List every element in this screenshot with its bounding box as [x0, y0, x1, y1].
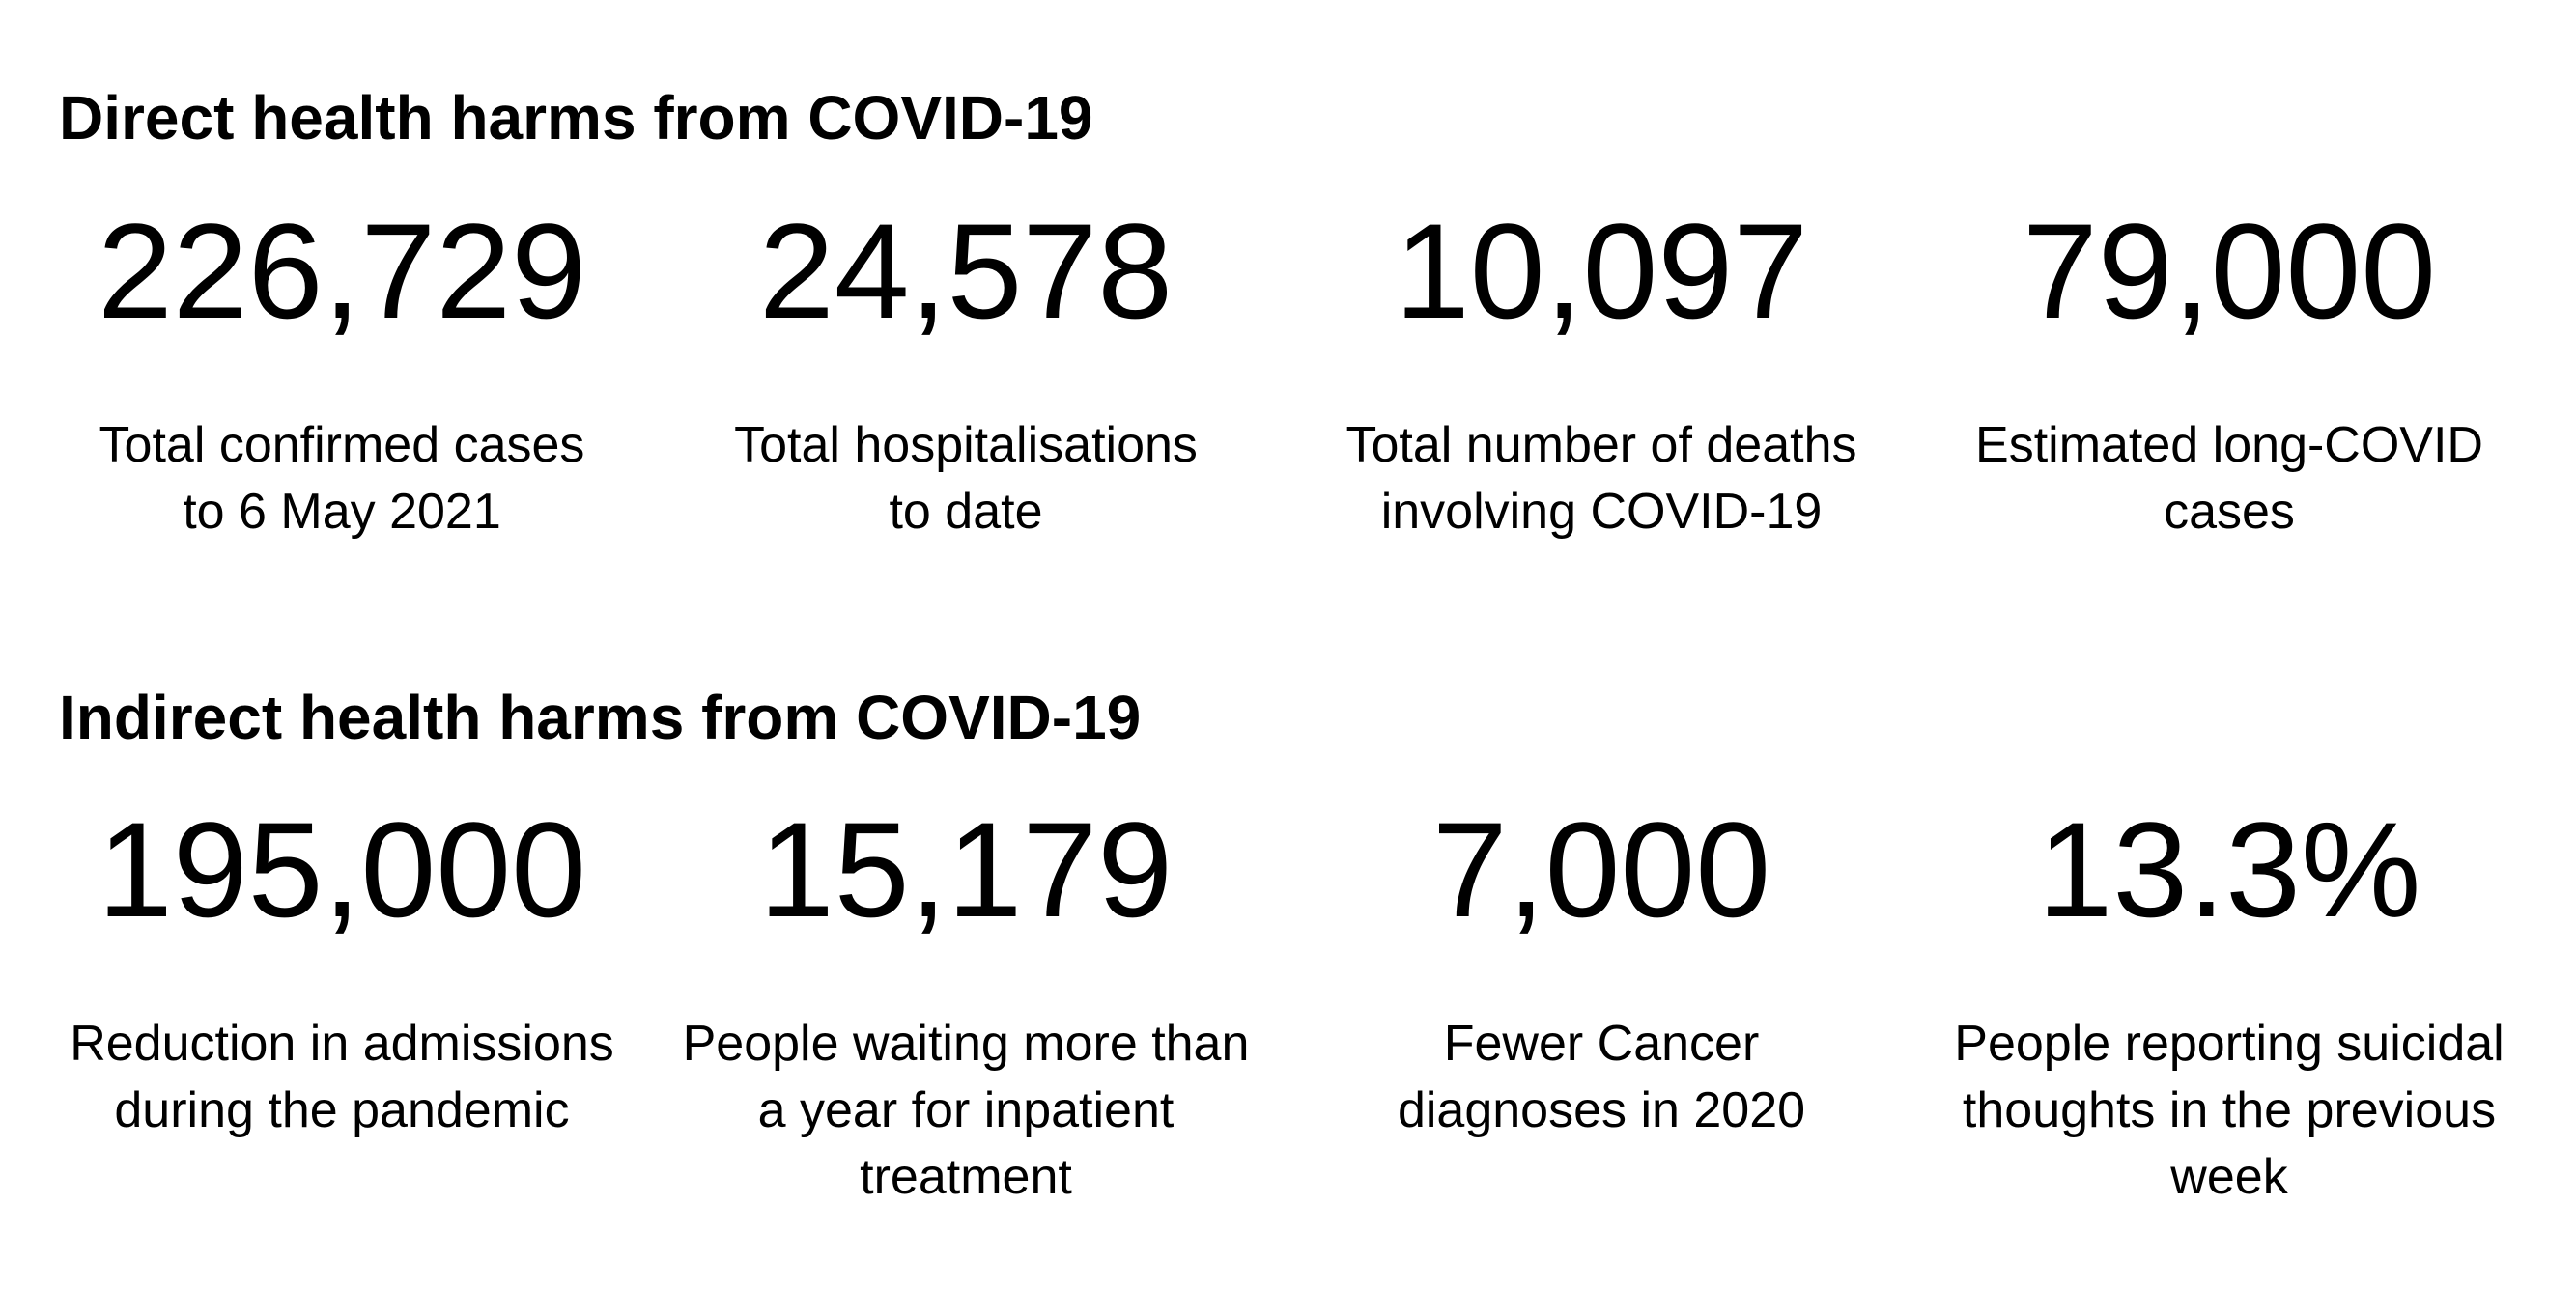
- stat-label: People waiting more than a year for inpat…: [657, 1011, 1275, 1211]
- stat-label: Total hospitalisations to date: [657, 412, 1275, 546]
- section-title: Direct health harms from COVID-19: [59, 83, 1093, 153]
- stat-label-line: during the pandemic: [114, 1082, 570, 1138]
- stat-card: 10,097 Total number of deaths involving CO…: [1292, 194, 1911, 546]
- stat-card: 24,578 Total hospitalisations to date: [657, 194, 1275, 546]
- stat-card: 195,000 Reduction in admissions during the…: [33, 793, 651, 1144]
- stat-label-line: Fewer Cancer: [1443, 1016, 1760, 1072]
- stat-label-line: thoughts in the previous: [1962, 1082, 2497, 1138]
- stat-label: Estimated long-COVID cases: [1920, 412, 2538, 546]
- stat-label-line: People reporting suicidal: [1954, 1016, 2505, 1072]
- stat-label-line: to 6 May 2021: [183, 484, 501, 540]
- stat-card: 7,000 Fewer Cancer diagnoses in 2020: [1292, 793, 1911, 1144]
- stat-value: 79,000: [2022, 195, 2437, 347]
- stat-label: Total confirmed cases to 6 May 2021: [33, 412, 651, 546]
- stat-label-line: treatment: [860, 1149, 1072, 1205]
- stat-label-line: involving COVID-19: [1380, 484, 1823, 540]
- stat-label: People reporting suicidal thoughts in the…: [1920, 1011, 2538, 1211]
- stat-card: 13.3% People reporting suicidal thoughts i…: [1920, 793, 2538, 1211]
- stat-value: 7,000: [1431, 794, 1771, 945]
- stat-label-line: a year for inpatient: [757, 1082, 1175, 1138]
- stat-value: 15,179: [758, 794, 1174, 945]
- stat-label-line: to date: [889, 484, 1043, 540]
- stat-card: 79,000 Estimated long-COVID cases: [1920, 194, 2538, 546]
- stat-label-line: week: [2170, 1149, 2288, 1205]
- stat-value: 10,097: [1394, 195, 1809, 347]
- stat-label-line: People waiting more than: [682, 1016, 1250, 1072]
- stat-label-line: cases: [2164, 484, 2295, 540]
- stat-card: 15,179 People waiting more than a year for…: [657, 793, 1275, 1211]
- stat-label-line: Estimated long-COVID: [1975, 417, 2483, 473]
- stat-card: 226,729 Total confirmed cases to 6 May 202…: [33, 194, 651, 546]
- stat-label-line: Total number of deaths: [1345, 417, 1857, 473]
- stat-value: 195,000: [97, 794, 587, 945]
- stat-label: Reduction in admissions during the pandem…: [33, 1011, 651, 1144]
- stat-label-line: Reduction in admissions: [70, 1016, 614, 1072]
- stat-value: 24,578: [758, 195, 1174, 347]
- stat-label-line: diagnoses in 2020: [1397, 1082, 1806, 1138]
- stat-label-line: Total hospitalisations: [734, 417, 1198, 473]
- stat-label: Fewer Cancer diagnoses in 2020: [1292, 1011, 1911, 1144]
- stat-value: 226,729: [97, 195, 587, 347]
- stat-label-line: Total confirmed cases: [99, 417, 585, 473]
- stat-value: 13.3%: [2037, 794, 2421, 945]
- section-title: Indirect health harms from COVID-19: [59, 683, 1142, 752]
- stat-label: Total number of deaths involving COVID-19: [1292, 412, 1911, 546]
